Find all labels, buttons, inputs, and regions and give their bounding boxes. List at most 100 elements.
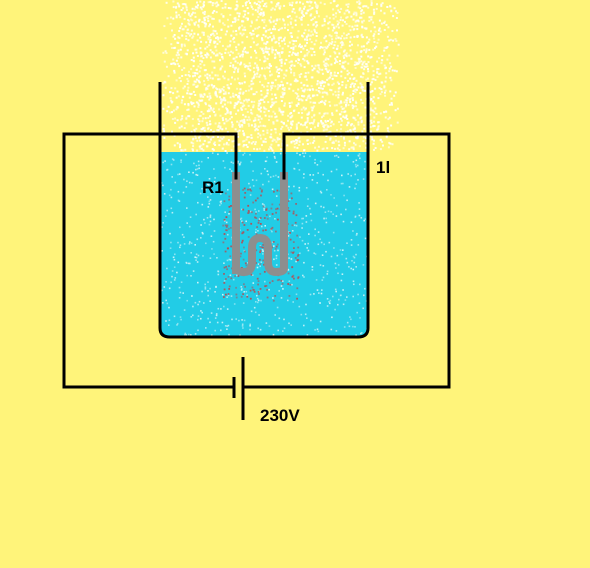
water-bubble — [350, 175, 352, 177]
steam-dot — [310, 13, 312, 15]
water-bubble — [267, 170, 269, 172]
steam-dot — [263, 14, 265, 16]
water-bubble — [177, 174, 179, 176]
steam-dot — [243, 92, 245, 94]
steam-dot — [334, 104, 336, 106]
steam-dot — [352, 107, 354, 109]
steam-dot — [227, 46, 229, 48]
steam-dot — [224, 71, 226, 73]
steam-dot — [270, 32, 272, 34]
steam-dot — [332, 8, 334, 10]
steam-dot — [290, 112, 292, 114]
water-bubble — [210, 257, 212, 259]
water-bubble — [317, 329, 319, 331]
water-bubble — [218, 274, 220, 276]
steam-dot — [306, 42, 308, 44]
steam-dot — [261, 94, 263, 96]
steam-dot — [380, 93, 382, 95]
steam-dot — [250, 25, 252, 27]
water-bubble — [279, 318, 281, 320]
steam-dot — [188, 104, 190, 106]
steam-dot — [268, 110, 270, 112]
steam-dot — [239, 92, 241, 94]
steam-dot — [311, 85, 313, 87]
steam-dot — [242, 130, 244, 132]
steam-dot — [360, 13, 362, 15]
heat-dot — [292, 252, 294, 254]
steam-dot — [221, 138, 223, 140]
steam-dot — [385, 67, 387, 69]
steam-dot — [276, 66, 278, 68]
steam-dot — [366, 36, 368, 38]
water-bubble — [359, 284, 361, 286]
steam-dot — [228, 112, 230, 114]
steam-dot — [259, 59, 261, 61]
steam-dot — [344, 13, 346, 15]
steam-dot — [204, 75, 206, 77]
steam-dot — [197, 65, 199, 67]
steam-dot — [345, 84, 347, 86]
steam-dot — [350, 49, 352, 51]
steam-dot — [289, 2, 291, 4]
steam-dot — [296, 147, 298, 149]
steam-dot — [236, 121, 238, 123]
steam-dot — [283, 20, 285, 22]
water-bubble — [253, 282, 255, 284]
steam-dot — [362, 102, 364, 104]
steam-dot — [324, 18, 326, 20]
steam-dot — [340, 124, 342, 126]
water-bubble — [170, 189, 172, 191]
steam-dot — [256, 64, 258, 66]
steam-dot — [162, 52, 164, 54]
steam-dot — [219, 89, 221, 91]
water-bubble — [312, 179, 314, 181]
water-bubble — [227, 189, 229, 191]
steam-dot — [296, 128, 298, 130]
water-bubble — [316, 182, 318, 184]
steam-dot — [196, 52, 198, 54]
steam-dot — [378, 33, 380, 35]
steam-dot — [221, 53, 223, 55]
water-bubble — [268, 289, 270, 291]
steam-dot — [368, 20, 370, 22]
steam-dot — [260, 12, 262, 14]
steam-dot — [244, 29, 246, 31]
water-bubble — [249, 325, 251, 327]
water-bubble — [205, 288, 207, 290]
steam-dot — [236, 49, 238, 51]
steam-dot — [246, 119, 248, 121]
water-bubble — [200, 310, 202, 312]
water-bubble — [359, 208, 361, 210]
steam-dot — [351, 74, 353, 76]
steam-dot — [306, 60, 308, 62]
steam-dot — [306, 12, 308, 14]
heat-dot — [289, 295, 291, 297]
water-bubble — [271, 231, 273, 233]
steam-dot — [337, 45, 339, 47]
steam-dot — [355, 105, 357, 107]
steam-dot — [314, 29, 316, 31]
water-bubble — [361, 217, 363, 219]
water-bubble — [179, 200, 181, 202]
steam-dot — [199, 70, 201, 72]
water-bubble — [162, 302, 164, 304]
water-bubble — [331, 171, 333, 173]
steam-dot — [289, 4, 291, 6]
steam-dot — [256, 76, 258, 78]
steam-dot — [194, 12, 196, 14]
water-bubble — [273, 152, 275, 154]
steam-dot — [362, 72, 364, 74]
heat-dot — [295, 203, 297, 205]
water-bubble — [288, 323, 290, 325]
steam-dot — [216, 88, 218, 90]
steam-dot — [298, 144, 300, 146]
water-bubble — [191, 316, 193, 318]
steam-dot — [306, 79, 308, 81]
steam-dot — [225, 3, 227, 5]
steam-dot — [283, 105, 285, 107]
steam-dot — [322, 122, 324, 124]
steam-dot — [375, 31, 377, 33]
water-bubble — [357, 179, 359, 181]
water-bubble — [179, 297, 181, 299]
water-bubble — [210, 215, 212, 217]
